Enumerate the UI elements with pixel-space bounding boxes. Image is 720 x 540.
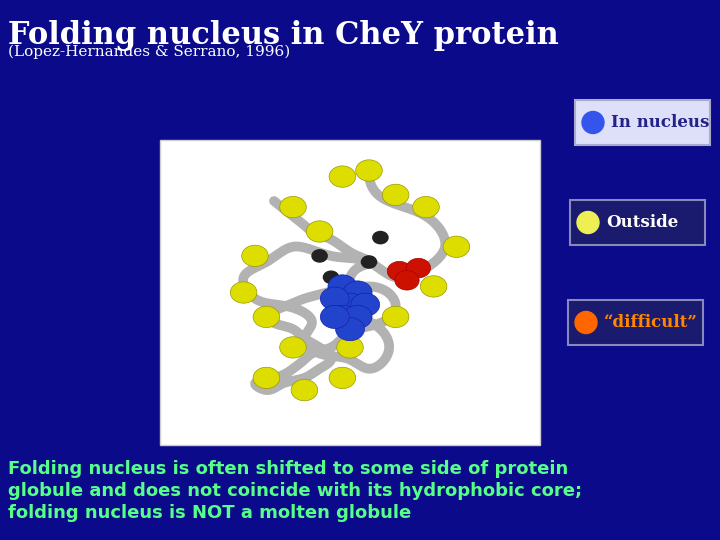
- Text: (Lopez-Hernandes & Serrano, 1996): (Lopez-Hernandes & Serrano, 1996): [8, 45, 290, 59]
- Circle shape: [291, 380, 318, 401]
- Text: Folding nucleus is often shifted to some side of protein: Folding nucleus is often shifted to some…: [8, 460, 568, 478]
- Text: In nucleus: In nucleus: [611, 114, 709, 131]
- Circle shape: [242, 245, 269, 267]
- Circle shape: [336, 293, 364, 316]
- Circle shape: [373, 232, 388, 244]
- Circle shape: [395, 271, 419, 290]
- Circle shape: [323, 271, 338, 284]
- Circle shape: [306, 221, 333, 242]
- Circle shape: [337, 337, 364, 358]
- Bar: [575, 100, 710, 145]
- Circle shape: [343, 281, 372, 304]
- Circle shape: [279, 337, 306, 358]
- Circle shape: [253, 367, 279, 389]
- Bar: [570, 200, 705, 245]
- Text: “difficult”: “difficult”: [604, 314, 698, 331]
- Circle shape: [328, 305, 357, 328]
- Text: globule and does not coincide with its hydrophobic core;: globule and does not coincide with its h…: [8, 482, 582, 500]
- Circle shape: [582, 111, 604, 133]
- Text: Outside: Outside: [606, 214, 678, 231]
- Bar: [568, 300, 703, 345]
- Circle shape: [253, 306, 279, 328]
- Circle shape: [329, 367, 356, 389]
- Circle shape: [320, 287, 349, 310]
- Circle shape: [343, 305, 372, 328]
- Text: Folding nucleus in CheY protein: Folding nucleus in CheY protein: [8, 20, 559, 51]
- Circle shape: [577, 212, 599, 233]
- Circle shape: [279, 197, 306, 218]
- Circle shape: [336, 318, 364, 341]
- Circle shape: [312, 250, 327, 262]
- Circle shape: [413, 197, 439, 218]
- Circle shape: [443, 236, 469, 258]
- Circle shape: [320, 305, 349, 328]
- Circle shape: [382, 306, 409, 328]
- Circle shape: [361, 256, 377, 268]
- Text: folding nucleus is NOT a molten globule: folding nucleus is NOT a molten globule: [8, 504, 411, 522]
- Circle shape: [387, 261, 412, 281]
- Circle shape: [351, 293, 379, 316]
- Circle shape: [420, 276, 447, 297]
- Circle shape: [328, 275, 357, 298]
- Bar: [160, 140, 540, 445]
- Circle shape: [575, 312, 597, 334]
- Circle shape: [329, 166, 356, 187]
- Circle shape: [382, 184, 409, 206]
- Circle shape: [406, 258, 431, 278]
- Circle shape: [356, 160, 382, 181]
- Circle shape: [230, 282, 257, 303]
